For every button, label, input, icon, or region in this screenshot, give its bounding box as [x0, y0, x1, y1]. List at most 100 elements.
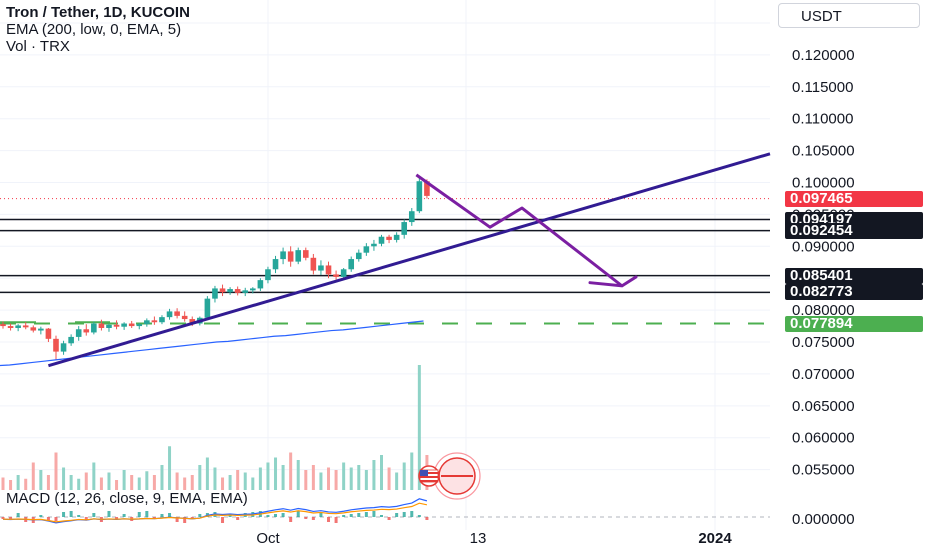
macd-histogram-bar [69, 511, 73, 517]
macd-histogram-bar [145, 511, 149, 517]
volume-bar [304, 470, 308, 490]
candle-body [166, 311, 173, 318]
candle-body [136, 324, 143, 327]
macd-histogram-bar [402, 512, 406, 517]
macd-histogram-bar [198, 514, 202, 517]
last-price-label: 0.097465 [785, 190, 923, 207]
currency-button[interactable]: USDT [778, 3, 920, 28]
volume-bar [387, 467, 391, 490]
volume-bar [107, 472, 111, 490]
volume-bar [130, 475, 134, 490]
macd-histogram-bar [84, 517, 88, 520]
volume-bar [122, 470, 126, 490]
candle-body [386, 236, 392, 240]
price-tick-label: 0.055000 [792, 462, 855, 479]
grid [0, 0, 770, 530]
macd-histogram-bar [236, 517, 240, 520]
candle-body [98, 323, 105, 328]
candle-body [280, 251, 286, 260]
volume-bar [251, 477, 255, 490]
volume-bar [372, 460, 376, 490]
drawings[interactable] [47, 152, 771, 368]
candle-body [68, 336, 74, 344]
candle-body [53, 338, 59, 352]
volume-bar [92, 462, 96, 490]
volume-bar [402, 462, 406, 490]
candle-body [15, 325, 21, 328]
volume-bar [410, 452, 414, 490]
candle-body [144, 320, 150, 325]
volume-bar [266, 462, 270, 490]
volume-bar [228, 475, 232, 490]
candle-body [75, 329, 82, 337]
macd-histogram-bar [334, 517, 338, 523]
macd-histogram-bar [77, 515, 81, 517]
volume-bar [84, 472, 88, 490]
price-tick-label: 0.105000 [792, 143, 855, 160]
candle-body [310, 257, 317, 271]
volume-bar [327, 467, 331, 490]
candle-body [121, 323, 127, 327]
macd-histogram-bar [183, 517, 187, 523]
macd-histogram-bar [107, 511, 111, 517]
economic-events-icon[interactable] [418, 452, 481, 500]
candle-body [151, 320, 158, 323]
candle-body [219, 288, 226, 293]
macd-histogram-bar [395, 513, 399, 517]
macd-histogram-bar [1, 517, 5, 519]
macd-signal-line [2, 502, 428, 523]
candle-body [204, 298, 211, 318]
candle-body [189, 319, 196, 324]
macd-histogram-bar [190, 517, 194, 519]
candle-body [113, 324, 120, 327]
macd-histogram-bar [92, 513, 96, 517]
volume-bar [24, 478, 28, 490]
candle-body [378, 236, 385, 244]
volume-bar [296, 460, 300, 490]
macd-histogram-bar [364, 512, 368, 517]
macd-histogram-bar [311, 517, 315, 520]
macd-histogram-bar [342, 515, 346, 517]
volume-bar [54, 452, 58, 490]
candles [0, 177, 430, 360]
price-tick-label: 0.100000 [792, 175, 855, 192]
candle-body [401, 222, 408, 235]
candle-body [212, 288, 218, 299]
volume-bar [16, 475, 20, 490]
volume-bar [349, 467, 353, 490]
candle-body [250, 288, 256, 291]
candle-body [106, 324, 112, 328]
macd-histogram-bar [296, 511, 300, 517]
macd-histogram-bar [152, 517, 156, 519]
candle-body [287, 251, 294, 262]
candle-body [38, 328, 44, 331]
macd-histogram-bar [380, 515, 383, 517]
macd-histogram-bar [417, 515, 421, 517]
macd-histogram-bar [54, 517, 58, 521]
price-tick-label: 0.090000 [792, 238, 855, 255]
ascending-trendline [47, 152, 771, 368]
candle-body [30, 327, 37, 331]
price-tick-label: 0.080000 [792, 302, 855, 319]
macd-histogram-bar [39, 515, 43, 517]
volume-bar [395, 472, 399, 490]
candle-body [408, 211, 415, 223]
time-tick-label: 13 [470, 530, 487, 547]
volume-bar [46, 475, 50, 490]
volume-bar [289, 452, 293, 490]
candle-body [22, 325, 29, 328]
candle-body [7, 326, 14, 328]
price-level-label: 0.092454 [785, 222, 923, 239]
macd-histogram-bar [115, 517, 119, 519]
macd-histogram-bar [168, 513, 172, 517]
volume-bar [364, 470, 368, 490]
candle-body [159, 317, 165, 323]
projection-arrowhead [588, 275, 638, 288]
candle-body [45, 328, 52, 339]
macd-histogram-bar [387, 517, 391, 520]
candle-body [91, 323, 97, 333]
candle-body [371, 243, 377, 247]
volume-bar [205, 457, 209, 490]
macd-histogram-bar [319, 513, 323, 517]
